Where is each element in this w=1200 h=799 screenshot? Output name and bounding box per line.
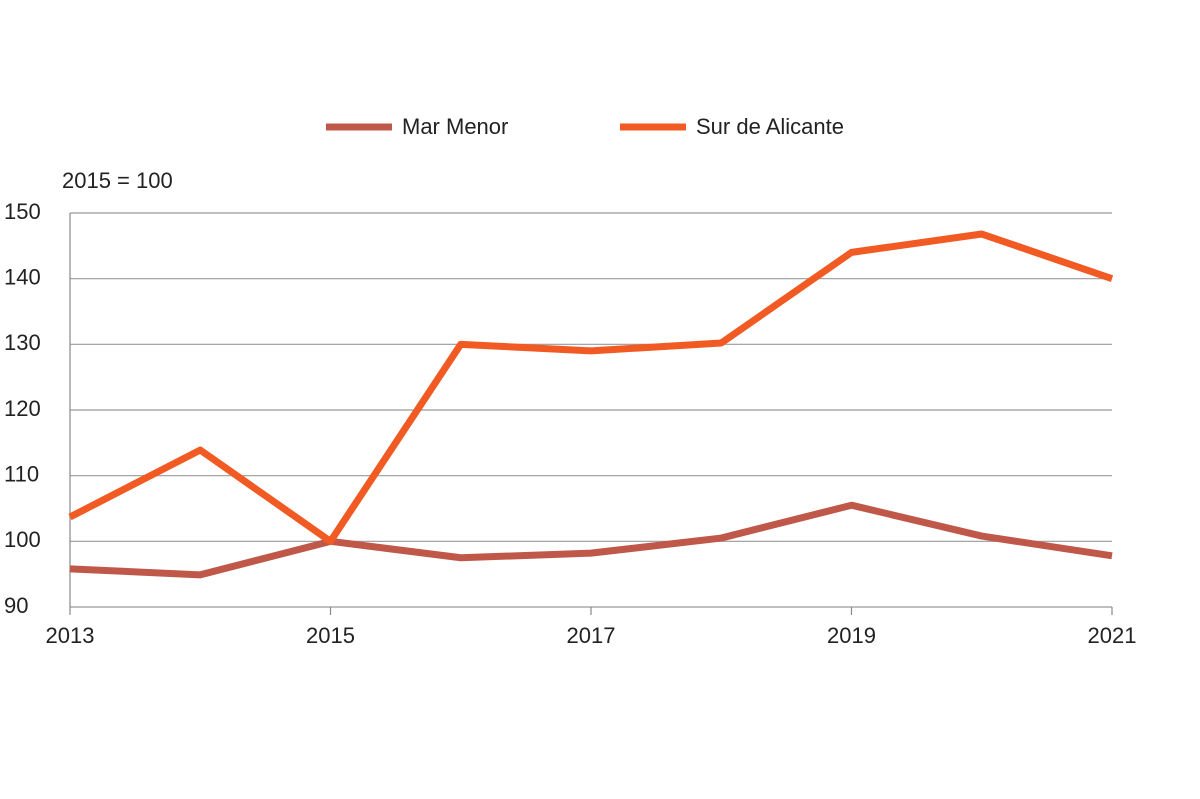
y-tick-label: 150: [4, 199, 41, 224]
x-tick-label: 2021: [1088, 623, 1137, 648]
chart-subtitle: 2015 = 100: [62, 168, 173, 193]
legend-label: Mar Menor: [402, 114, 508, 139]
x-tick-label: 2013: [46, 623, 95, 648]
y-tick-label: 120: [4, 396, 41, 421]
y-tick-label: 90: [4, 593, 28, 618]
x-tick-label: 2017: [567, 623, 616, 648]
y-tick-label: 110: [4, 461, 39, 486]
y-tick-label: 140: [4, 264, 41, 289]
legend-label: Sur de Alicante: [696, 114, 844, 139]
x-tick-label: 2015: [306, 623, 355, 648]
line: [68, 230, 1114, 545]
x-tick-label: 2019: [827, 623, 876, 648]
y-tick-label: 130: [4, 330, 41, 355]
y-tick-label: 100: [4, 527, 41, 552]
line: [69, 501, 1113, 579]
